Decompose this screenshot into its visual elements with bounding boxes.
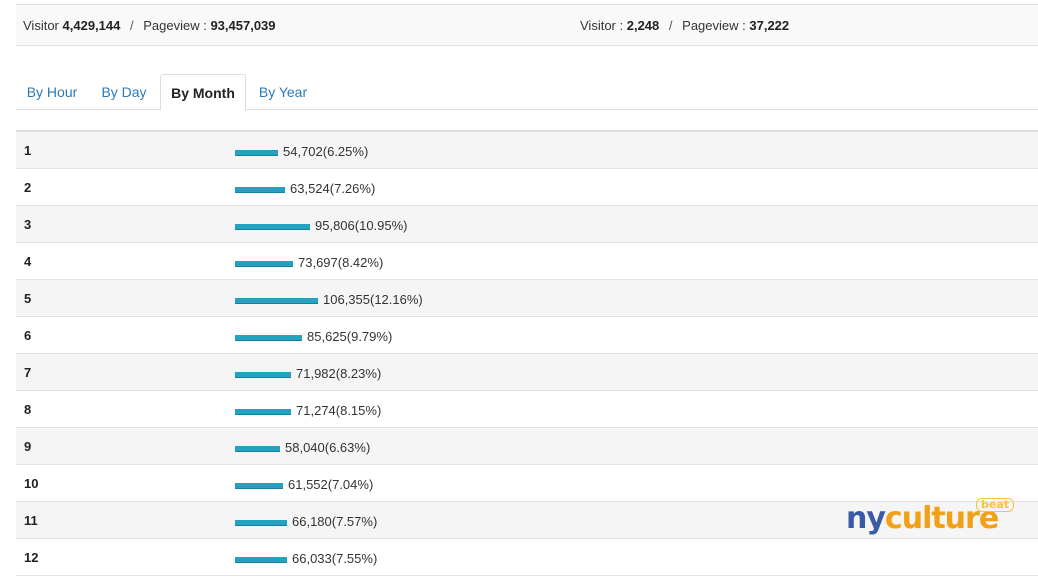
month-label: 4 [24,254,32,269]
monthly-stats-table: 1 54,702(6.25%) 2 63,524(7.26%) 3 95,806(10.9… [16,130,1038,576]
value-bar [235,224,310,230]
value-bar [235,409,291,415]
value-bar [235,483,283,489]
total-visitor-value: 4,429,144 [62,18,121,33]
value-text: 85,625(9.79%) [307,329,393,344]
month-label: 6 [24,328,32,343]
month-label: 7 [24,365,32,380]
table-row: 2 63,524(7.26%) [16,169,1038,206]
month-label: 10 [24,476,39,491]
period-tabs: By Hour By Day By Month By Year [16,74,1038,111]
value-bar [235,187,285,193]
tab-by-day[interactable]: By Day [101,84,147,100]
table-row: 10 61,552(7.04%) [16,465,1038,502]
value-text: 106,355(12.16%) [323,292,423,307]
visitor-summary: Visitor 4,429,144 / Pageview : 93,457,03… [16,4,1038,46]
total-stats: Visitor 4,429,144 / Pageview : 93,457,03… [23,18,276,33]
value-text: 66,033(7.55%) [292,551,378,566]
value-text: 71,982(8.23%) [296,366,382,381]
month-label: 5 [24,291,32,306]
value-bar [235,150,278,156]
today-visitor-value: 2,248 [626,18,660,33]
table-row: 8 71,274(8.15%) [16,391,1038,428]
value-text: 54,702(6.25%) [283,144,369,159]
value-text: 71,274(8.15%) [296,403,382,418]
month-label: 11 [24,513,38,528]
value-bar [235,335,302,341]
value-text: 66,180(7.57%) [292,514,378,529]
tab-by-hour[interactable]: By Hour [26,84,78,100]
month-label: 1 [24,143,32,158]
stats-panel: Visitor 4,429,144 / Pageview : 93,457,03… [16,2,1038,582]
month-label: 12 [24,550,39,565]
value-text: 63,524(7.26%) [290,181,376,196]
table-row: 9 58,040(6.63%) [16,428,1038,465]
value-bar [235,372,291,378]
table-row: 12 66,033(7.55%) [16,539,1038,576]
value-text: 73,697(8.42%) [298,255,384,270]
month-label: 9 [24,439,32,454]
value-text: 58,040(6.63%) [285,440,371,455]
table-row: 5 106,355(12.16%) [16,280,1038,317]
value-bar [235,446,280,452]
value-bar [235,557,287,563]
table-row: 11 66,180(7.57%) [16,502,1038,539]
today-pageview-label: Pageview : [682,18,746,33]
month-label: 2 [24,180,32,195]
value-text: 61,552(7.04%) [288,477,374,492]
month-label: 8 [24,402,32,417]
tab-by-year[interactable]: By Year [258,84,308,100]
logo-wordmark: nyculture [846,501,999,536]
table-row: 1 54,702(6.25%) [16,132,1038,169]
value-bar [235,261,293,267]
table-row: 6 85,625(9.79%) [16,317,1038,354]
separator: / [129,18,134,33]
table-row: 4 73,697(8.42%) [16,243,1038,280]
nyculture-logo: nyculture beat [846,498,1026,544]
today-pageview-value: 37,222 [749,18,790,33]
value-bar [235,520,287,526]
total-pageview-value: 93,457,039 [210,18,276,33]
table-row: 7 71,982(8.23%) [16,354,1038,391]
separator: / [668,18,673,33]
table-row: 3 95,806(10.95%) [16,206,1038,243]
total-pageview-label: Pageview : [143,18,207,33]
tab-by-month[interactable]: By Month [160,74,246,111]
today-stats: Visitor : 2,248 / Pageview : 37,222 [580,18,789,33]
month-label: 3 [24,217,32,232]
value-text: 95,806(10.95%) [315,218,408,233]
value-bar [235,298,318,304]
logo-badge: beat [976,498,1015,512]
today-visitor-label: Visitor : [580,18,624,33]
total-visitor-label: Visitor [23,18,59,33]
